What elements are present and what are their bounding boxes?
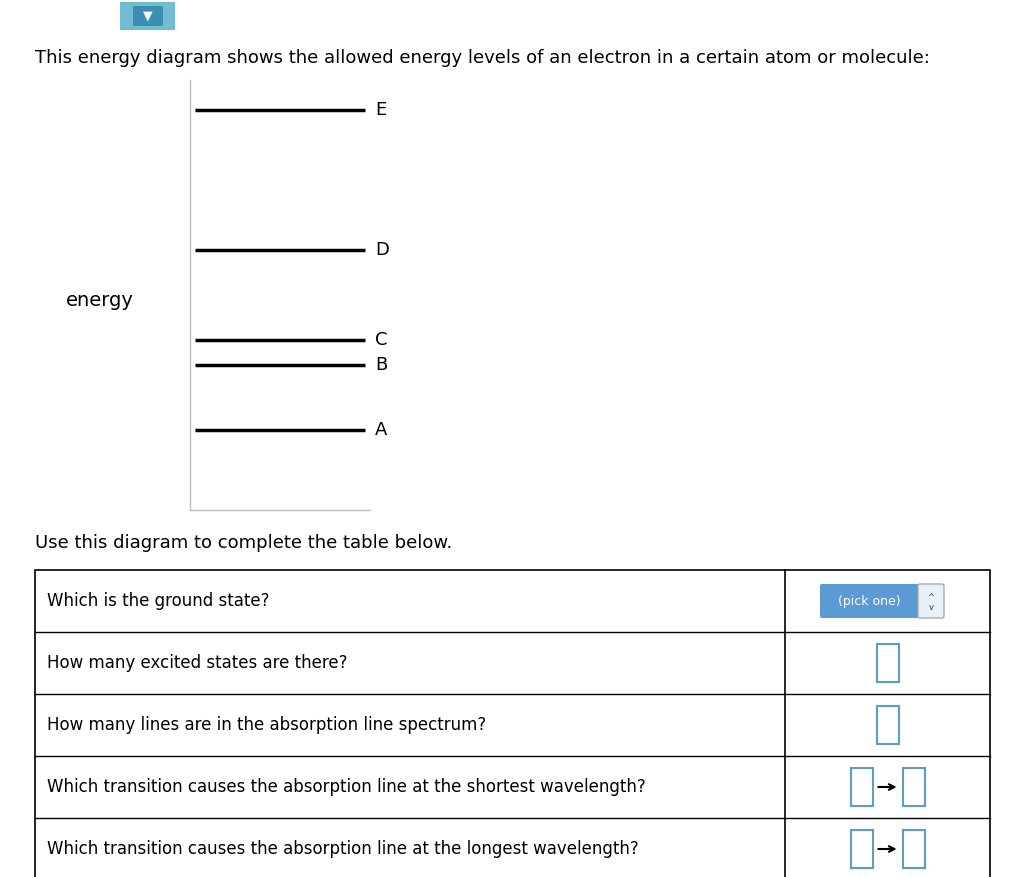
Text: Use this diagram to complete the table below.: Use this diagram to complete the table b…	[35, 534, 453, 552]
Text: D: D	[375, 241, 389, 259]
Text: C: C	[375, 331, 387, 349]
FancyBboxPatch shape	[918, 584, 944, 618]
Text: How many excited states are there?: How many excited states are there?	[47, 654, 347, 672]
Text: Which transition causes the absorption line at the shortest wavelength?: Which transition causes the absorption l…	[47, 778, 646, 796]
FancyBboxPatch shape	[820, 584, 919, 618]
Text: v: v	[929, 602, 934, 611]
Text: B: B	[375, 356, 387, 374]
Text: A: A	[375, 421, 387, 439]
Text: energy: energy	[67, 290, 134, 310]
Bar	[851, 830, 872, 868]
Text: This energy diagram shows the allowed energy levels of an electron in a certain : This energy diagram shows the allowed en…	[35, 49, 930, 67]
Bar	[120, 2, 175, 30]
Text: Which is the ground state?: Which is the ground state?	[47, 592, 269, 610]
Bar	[132, 6, 163, 26]
Text: ▼: ▼	[142, 10, 153, 23]
Bar	[35, 570, 990, 877]
Bar	[877, 644, 898, 682]
Bar	[902, 768, 925, 806]
Bar	[877, 706, 898, 744]
Text: E: E	[375, 101, 386, 119]
Bar	[902, 830, 925, 868]
Text: (pick one): (pick one)	[839, 595, 901, 608]
Bar	[851, 768, 872, 806]
Text: How many lines are in the absorption line spectrum?: How many lines are in the absorption lin…	[47, 716, 486, 734]
Text: Which transition causes the absorption line at the longest wavelength?: Which transition causes the absorption l…	[47, 840, 639, 858]
Text: ^: ^	[928, 594, 935, 602]
